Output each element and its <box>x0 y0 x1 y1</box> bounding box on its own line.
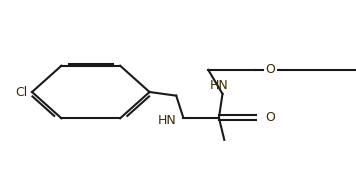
Text: O: O <box>265 111 275 124</box>
Text: HN: HN <box>210 79 228 92</box>
Text: O: O <box>266 63 276 76</box>
Text: HN: HN <box>158 114 177 127</box>
Text: Cl: Cl <box>16 86 28 98</box>
